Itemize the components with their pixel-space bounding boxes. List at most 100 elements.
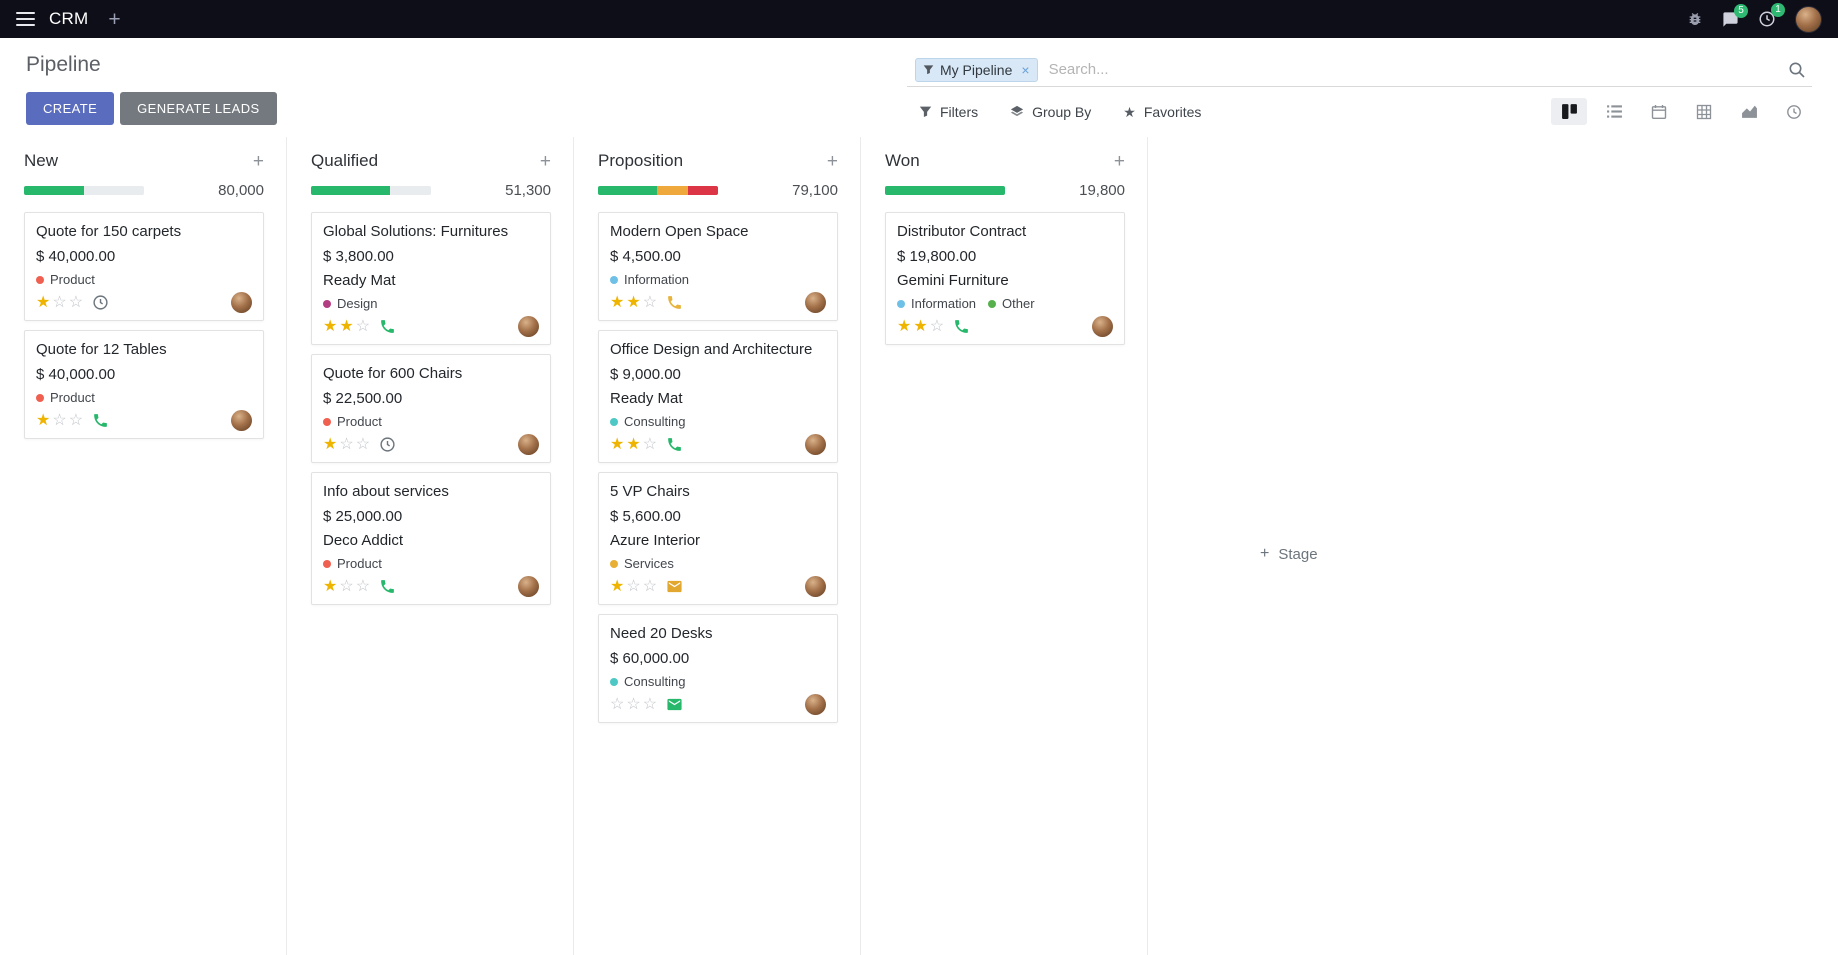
view-kanban-button[interactable] <box>1551 98 1587 125</box>
priority-star[interactable]: ★ <box>36 411 51 429</box>
kanban-card[interactable]: Need 20 Desks $ 60,000.00 Consulting ☆ ☆ ☆ <box>598 614 838 723</box>
quick-add-card-icon[interactable]: + <box>826 150 838 172</box>
app-name[interactable]: CRM <box>49 9 89 28</box>
priority-star[interactable]: ☆ <box>642 435 658 453</box>
kanban-card[interactable]: Info about services $ 25,000.00 Deco Add… <box>311 472 551 605</box>
priority-star[interactable]: ★ <box>913 317 928 335</box>
activity-phone-icon[interactable] <box>953 318 970 335</box>
progress-segment-danger[interactable] <box>687 186 718 195</box>
salesperson-avatar[interactable] <box>805 292 826 313</box>
salesperson-avatar[interactable] <box>805 434 826 455</box>
priority-star[interactable]: ★ <box>610 435 625 453</box>
salesperson-avatar[interactable] <box>231 292 252 313</box>
priority-star[interactable]: ☆ <box>355 435 371 453</box>
priority-star[interactable]: ☆ <box>626 577 641 595</box>
salesperson-avatar[interactable] <box>1092 316 1113 337</box>
salesperson-avatar[interactable] <box>518 576 539 597</box>
search-bar[interactable]: My Pipeline × <box>907 53 1812 87</box>
stage-name[interactable]: Won <box>885 151 920 170</box>
stage-progressbar[interactable] <box>311 186 431 195</box>
stage-name[interactable]: Qualified <box>311 151 379 170</box>
kanban-card[interactable]: 5 VP Chairs $ 5,600.00 Azure Interior Se… <box>598 472 838 605</box>
priority-star[interactable]: ☆ <box>355 317 371 335</box>
activity-mail-icon[interactable] <box>666 696 683 713</box>
stage-progressbar[interactable] <box>24 186 144 195</box>
priority-star[interactable]: ☆ <box>68 411 84 429</box>
view-list-button[interactable] <box>1596 98 1632 125</box>
search-icon[interactable] <box>1788 61 1806 79</box>
kanban-card[interactable]: Quote for 600 Chairs $ 22,500.00 Product… <box>311 354 551 463</box>
priority-star[interactable]: ★ <box>323 577 338 595</box>
salesperson-avatar[interactable] <box>518 434 539 455</box>
add-stage-button[interactable]: + Stage <box>1148 137 1318 955</box>
priority-star[interactable]: ☆ <box>339 435 354 453</box>
priority-star[interactable]: ★ <box>36 293 51 311</box>
view-graph-button[interactable] <box>1731 98 1767 125</box>
salesperson-avatar[interactable] <box>518 316 539 337</box>
salesperson-avatar[interactable] <box>805 694 826 715</box>
view-pivot-button[interactable] <box>1686 98 1722 125</box>
priority-star[interactable]: ☆ <box>626 695 641 713</box>
create-button[interactable]: CREATE <box>26 92 115 125</box>
activity-phone-icon[interactable] <box>666 294 683 311</box>
stage-name[interactable]: Proposition <box>598 151 684 170</box>
progress-segment-success[interactable] <box>24 186 84 195</box>
priority-star[interactable]: ☆ <box>339 577 354 595</box>
priority-star[interactable]: ★ <box>626 435 641 453</box>
stage-progressbar[interactable] <box>598 186 718 195</box>
priority-star[interactable]: ☆ <box>52 411 67 429</box>
view-calendar-button[interactable] <box>1641 98 1677 125</box>
facet-remove-icon[interactable]: × <box>1021 61 1030 78</box>
stage-progressbar[interactable] <box>885 186 1005 195</box>
activity-clock-icon[interactable] <box>92 294 109 311</box>
priority-star[interactable]: ☆ <box>642 293 658 311</box>
salesperson-avatar[interactable] <box>231 410 252 431</box>
activity-mail-icon[interactable] <box>666 578 683 595</box>
quick-add-card-icon[interactable]: + <box>252 150 264 172</box>
progress-segment-warning[interactable] <box>656 186 688 195</box>
kanban-card[interactable]: Quote for 150 carpets $ 40,000.00 Produc… <box>24 212 264 321</box>
priority-star[interactable]: ☆ <box>642 695 658 713</box>
progress-segment-success[interactable] <box>598 186 657 195</box>
priority-star[interactable]: ☆ <box>68 293 84 311</box>
kanban-card[interactable]: Quote for 12 Tables $ 40,000.00 Product … <box>24 330 264 439</box>
priority-star[interactable]: ★ <box>323 317 338 335</box>
search-input[interactable] <box>1046 60 1779 79</box>
favorites-button[interactable]: ★ Favorites <box>1123 104 1201 120</box>
messages-icon[interactable]: 5 <box>1722 3 1748 28</box>
stage-name[interactable]: New <box>24 151 59 170</box>
activity-phone-icon[interactable] <box>666 436 683 453</box>
generate-leads-button[interactable]: GENERATE LEADS <box>120 92 277 125</box>
priority-star[interactable]: ★ <box>626 293 641 311</box>
quick-add-card-icon[interactable]: + <box>1113 150 1125 172</box>
activity-phone-icon[interactable] <box>379 318 396 335</box>
priority-star[interactable]: ☆ <box>929 317 945 335</box>
priority-star[interactable]: ☆ <box>610 695 625 713</box>
priority-star[interactable]: ☆ <box>52 293 67 311</box>
progress-segment-success[interactable] <box>311 186 391 195</box>
priority-star[interactable]: ★ <box>610 293 625 311</box>
group-by-button[interactable]: Group By <box>1010 104 1091 120</box>
progress-segment-success[interactable] <box>885 186 1005 195</box>
activity-phone-icon[interactable] <box>379 578 396 595</box>
debug-bug-icon[interactable] <box>1687 11 1703 27</box>
activity-clock-icon[interactable] <box>379 436 396 453</box>
priority-star[interactable]: ☆ <box>642 577 658 595</box>
priority-star[interactable]: ★ <box>339 317 354 335</box>
view-activity-button[interactable] <box>1776 98 1812 125</box>
priority-star[interactable]: ★ <box>323 435 338 453</box>
kanban-card[interactable]: Distributor Contract $ 19,800.00 Gemini … <box>885 212 1125 345</box>
filters-button[interactable]: Filters <box>919 104 978 120</box>
kanban-card[interactable]: Global Solutions: Furnitures $ 3,800.00 … <box>311 212 551 345</box>
activities-clock-icon[interactable]: 1 <box>1758 3 1785 28</box>
quick-add-card-icon[interactable]: + <box>539 150 551 172</box>
priority-star[interactable]: ★ <box>897 317 912 335</box>
topbar-add-icon[interactable]: + <box>108 7 121 31</box>
activity-phone-icon[interactable] <box>92 412 109 429</box>
apps-menu-icon[interactable] <box>16 11 35 27</box>
priority-star[interactable]: ☆ <box>355 577 371 595</box>
salesperson-avatar[interactable] <box>805 576 826 597</box>
priority-star[interactable]: ★ <box>610 577 625 595</box>
user-avatar[interactable] <box>1795 5 1822 33</box>
kanban-card[interactable]: Office Design and Architecture $ 9,000.0… <box>598 330 838 463</box>
